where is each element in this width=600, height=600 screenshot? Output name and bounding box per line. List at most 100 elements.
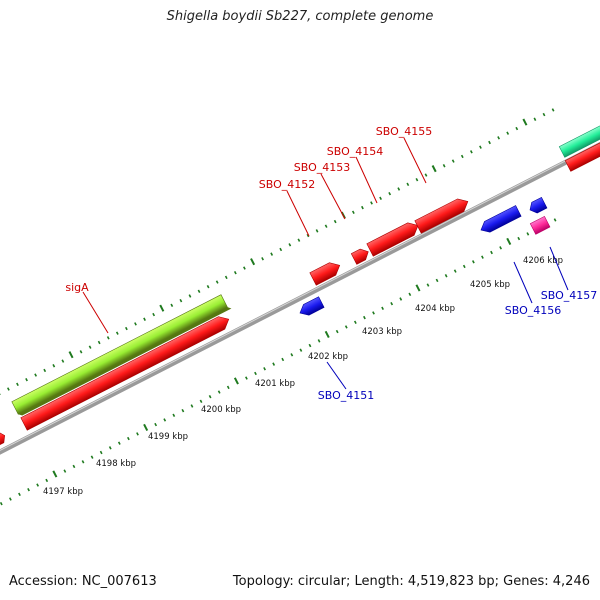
inner-ruler-minor-tick [263,367,266,371]
cds-sigA[interactable] [20,313,232,431]
inner-ruler-minor-tick [45,478,49,483]
outer-ruler-minor-tick [243,266,246,270]
tick-label-4206: 4206 kbp [523,256,563,266]
inner-ruler-minor-tick [490,250,493,255]
label-SBO_4153: SBO_4153 [294,161,351,174]
inner-ruler-minor-tick [517,236,521,241]
outer-ruler-minor-tick [88,345,92,349]
outer-ruler-minor-tick [379,196,382,201]
outer-ruler-major-tick [68,351,74,359]
inner-ruler-minor-tick [108,446,112,450]
outer-ruler-minor-tick [460,154,464,159]
outer-ruler-minor-tick [333,219,337,224]
cds-SBO_4151[interactable] [297,296,325,319]
outer-ruler-minor-tick [34,373,38,377]
outer-ruler-minor-tick [324,224,328,228]
leader-SBO_4154 [355,156,378,204]
tick-label-4203: 4203 kbp [362,327,402,337]
outer-ruler-minor-tick [297,238,301,242]
outer-ruler-minor-tick [515,126,519,131]
inner-ruler-minor-tick [127,436,130,441]
cds-left-edge[interactable] [0,430,7,447]
outer-ruler-minor-tick [506,131,510,135]
outer-ruler-minor-tick [279,247,283,252]
outer-ruler-minor-tick [479,145,482,149]
cds-SBO_4152[interactable] [309,259,343,286]
cds-SBO_4155[interactable] [414,195,471,234]
tick-label-4205: 4205 kbp [470,280,510,290]
inner-ruler-minor-tick [281,357,285,362]
cds-SBO_4157[interactable] [527,196,548,215]
label-SBO_4151: SBO_4151 [318,389,375,402]
inner-ruler-major-tick [52,470,58,478]
inner-ruler-minor-tick [435,278,439,283]
tick-label-4197: 4197 kbp [43,487,83,497]
inner-ruler-minor-tick [344,325,348,329]
leader-SBO_4155 [403,137,427,184]
inner-ruler-minor-tick [553,218,557,222]
outer-ruler-minor-tick [79,350,83,354]
inner-ruler-minor-tick [353,320,357,324]
inner-ruler-minor-tick [290,353,294,357]
inner-ruler-minor-tick [63,469,67,473]
rrna-feature[interactable] [11,293,232,417]
inner-ruler-minor-tick [99,450,103,455]
inner-ruler-minor-tick [172,413,176,417]
cds-SBO_4153[interactable] [350,246,371,265]
genome-backbone-highlight [0,142,600,451]
inner-ruler-minor-tick [199,399,203,404]
outer-ruler-minor-tick [215,280,219,284]
cds-SBO_4154[interactable] [366,219,421,257]
inner-ruler-minor-tick [399,297,403,301]
inner-ruler-minor-tick [481,255,484,259]
cds-right-edge[interactable] [564,137,600,172]
outer-ruler-minor-tick [6,387,10,391]
outer-ruler-major-tick [522,118,528,126]
outer-ruler-minor-tick [351,210,355,214]
cds-SBO_4156[interactable] [478,205,522,236]
outer-ruler-minor-tick [469,150,473,154]
map-title: Shigella boydii Sb227, complete genome [166,9,434,24]
label-leaders [82,137,569,390]
outer-ruler-minor-tick [115,331,119,335]
outer-ruler-minor-tick [16,382,19,387]
outer-ruler-minor-tick [134,322,137,326]
inner-ruler-minor-tick [453,269,457,273]
outer-ruler-minor-tick [370,201,373,205]
teal-feature[interactable] [558,118,600,158]
outer-ruler-minor-tick [415,178,419,182]
outer-ruler-minor-tick [52,364,56,368]
inner-ruler-minor-tick [499,246,503,250]
inner-ruler-minor-tick [27,488,30,492]
leader-SBO_4152 [286,190,310,237]
inner-ruler-minor-tick [390,301,394,306]
inner-ruler-minor-tick [444,274,448,278]
outer-ruler-minor-tick [152,312,156,317]
genome-summary-text: Topology: circular; Length: 4,519,823 bp… [232,574,590,589]
outer-ruler-minor-tick [43,368,47,373]
inner-ruler-major-tick [324,330,330,339]
inner-ruler-major-tick [233,377,239,385]
outer-ruler-minor-tick [61,359,65,363]
inner-ruler-minor-tick [217,390,221,394]
outer-ruler-minor-tick [233,271,237,275]
label-sigA: sigA [65,281,89,294]
leader-SBO_4151 [326,361,347,390]
inner-ruler-major-tick [143,423,149,432]
outer-ruler-major-tick [250,258,256,266]
outer-ruler-minor-tick [533,117,537,121]
outer-ruler-minor-tick [206,284,210,289]
inner-ruler-minor-tick [462,264,466,269]
pink-feature[interactable] [529,215,551,235]
inner-ruler-minor-tick [0,501,3,506]
tick-label-4199: 4199 kbp [148,432,188,442]
label-SBO_4152: SBO_4152 [259,178,316,191]
inner-ruler-minor-tick [8,497,12,501]
inner-ruler-minor-tick [226,385,230,390]
inner-ruler-minor-tick [335,329,339,334]
label-SBO_4155: SBO_4155 [376,125,433,138]
outer-ruler-minor-tick [424,173,428,177]
outer-ruler-minor-tick [188,294,192,298]
label-SBO_4154: SBO_4154 [327,145,384,158]
